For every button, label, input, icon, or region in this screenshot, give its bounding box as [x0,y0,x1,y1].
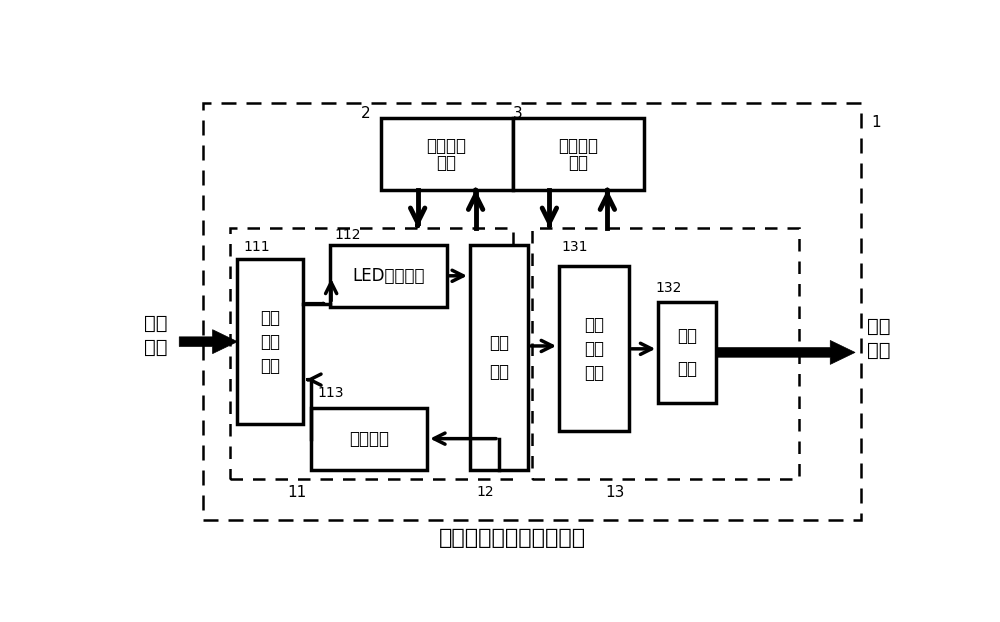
Text: 支路: 支路 [437,154,457,172]
Text: 隔离: 隔离 [867,317,890,336]
Text: 111: 111 [244,240,270,254]
Text: 光耦: 光耦 [489,334,509,352]
Bar [470,244,528,470]
Polygon shape [179,330,237,354]
Text: 输出: 输出 [867,340,890,360]
Text: 131: 131 [561,240,588,254]
Text: 12: 12 [476,485,494,499]
Text: 模拟信号光电隔离放大器: 模拟信号光电隔离放大器 [439,528,586,548]
Text: 转换: 转换 [260,333,280,351]
Text: 113: 113 [317,386,344,400]
Text: 信号: 信号 [144,314,168,333]
Text: 电路: 电路 [677,360,697,378]
Text: 电路: 电路 [260,356,280,374]
Text: 11: 11 [288,485,307,499]
Text: 132: 132 [656,281,682,295]
Bar [658,302,716,402]
Bar [381,118,512,190]
Bar [202,103,861,520]
Text: 3: 3 [512,106,522,121]
Text: 输入: 输入 [144,338,168,357]
Text: 电流: 电流 [584,316,604,334]
Bar [311,407,427,470]
Text: LED驱动电路: LED驱动电路 [352,267,425,285]
Text: 放大: 放大 [677,327,697,345]
Text: 13: 13 [606,485,625,499]
Text: 转换: 转换 [584,340,604,358]
Text: 2: 2 [361,106,371,121]
Text: 1: 1 [871,115,881,130]
Text: 第一供电: 第一供电 [427,137,467,156]
Bar [532,228,799,480]
Text: 第二供电: 第二供电 [558,137,598,156]
Bar [330,244,447,307]
Bar [230,228,512,480]
Text: 电路: 电路 [584,364,604,382]
Text: 112: 112 [334,228,361,242]
Polygon shape [716,340,855,364]
Bar [559,266,629,432]
Text: 反馈电路: 反馈电路 [349,430,389,448]
Text: 支路: 支路 [568,154,588,172]
Bar [237,259,303,424]
Text: 电压: 电压 [260,309,280,327]
Bar [512,118,644,190]
Text: 隔离: 隔离 [489,363,509,381]
